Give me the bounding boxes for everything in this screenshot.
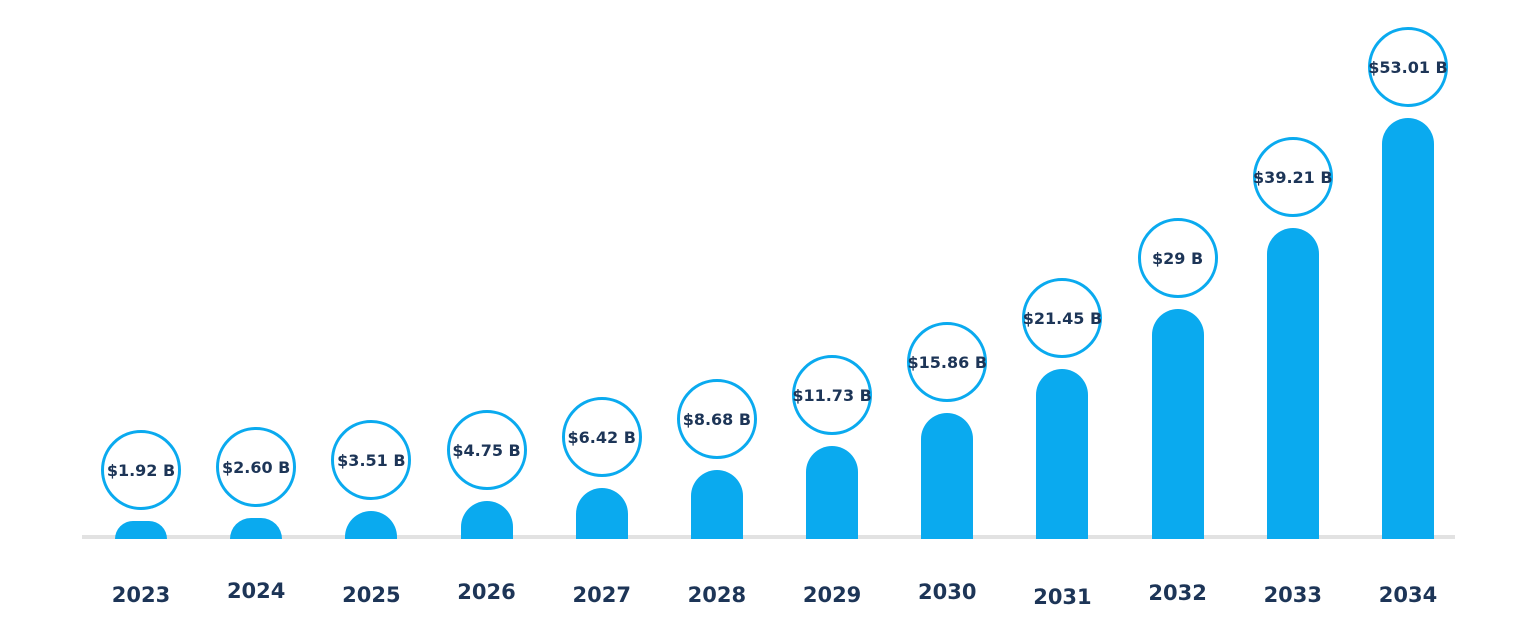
bar — [1036, 369, 1089, 539]
value-bubble: $4.75 B — [446, 410, 527, 490]
x-axis-year-label: 2033 — [1263, 583, 1323, 607]
value-label: $3.51 B — [337, 450, 406, 470]
x-axis-year-label: 2027 — [572, 583, 631, 607]
bar-column: $8.68 B 2028 — [659, 0, 775, 640]
bar — [806, 446, 859, 539]
value-bubble: $11.73 B — [792, 355, 873, 435]
bar — [230, 518, 283, 539]
bar — [1151, 309, 1204, 539]
value-bubble: $15.86 B — [907, 322, 988, 402]
bar — [115, 521, 167, 539]
value-bubble: $29 B — [1137, 218, 1218, 298]
x-axis-year-label: 2024 — [226, 579, 286, 603]
bar — [575, 488, 628, 539]
value-label: $15.86 B — [907, 352, 988, 372]
bar — [345, 511, 398, 539]
bar-column: $29 B 2032 — [1120, 0, 1236, 640]
bar-column: $39.21 B 2033 — [1235, 0, 1351, 640]
value-bubble: $3.51 B — [331, 420, 412, 500]
x-axis-year-label: 2034 — [1378, 583, 1438, 607]
x-axis-year-label: 2028 — [687, 583, 747, 607]
bar — [460, 501, 513, 539]
bar-column: $53.01 B 2034 — [1350, 0, 1466, 640]
value-label: $29 B — [1152, 248, 1204, 268]
bar-column: $2.60 B 2024 — [198, 0, 314, 640]
bar-column: $15.86 B 2030 — [889, 0, 1005, 640]
bar-column: $4.75 B 2026 — [429, 0, 545, 640]
bar-column: $1.92 B 2023 — [83, 0, 199, 640]
bar-column: $11.73 B 2029 — [774, 0, 890, 640]
value-label: $11.73 B — [792, 385, 872, 405]
x-axis-line — [82, 535, 1455, 539]
value-bubble: $6.42 B — [561, 397, 642, 477]
x-axis-year-label: 2030 — [918, 580, 977, 604]
bar-column: $21.45 B 2031 — [1004, 0, 1120, 640]
x-axis-year-label: 2031 — [1033, 585, 1092, 609]
value-label: $21.45 B — [1022, 308, 1103, 328]
value-label: $53.01 B — [1368, 57, 1448, 77]
value-label: $6.42 B — [567, 427, 636, 447]
value-label: $8.68 B — [682, 409, 752, 429]
value-label: $2.60 B — [221, 457, 291, 477]
bar — [921, 413, 974, 539]
bar-column: $6.42 B 2027 — [544, 0, 660, 640]
value-label: $1.92 B — [106, 460, 176, 480]
bar — [1266, 228, 1319, 539]
bar — [690, 470, 743, 539]
value-bubble: $21.45 B — [1022, 278, 1103, 358]
x-axis-year-label: 2029 — [802, 583, 862, 607]
bar-column: $3.51 B 2025 — [313, 0, 429, 640]
x-axis-year-label: 2032 — [1148, 581, 1207, 605]
bar — [1381, 118, 1434, 539]
value-bubble: $39.21 B — [1252, 137, 1333, 217]
value-bubble: $1.92 B — [101, 430, 181, 510]
x-axis-year-label: 2023 — [111, 583, 171, 607]
value-bubble: $2.60 B — [216, 427, 297, 507]
value-label: $4.75 B — [452, 440, 521, 460]
value-bubble: $8.68 B — [676, 379, 757, 459]
value-bubble: $53.01 B — [1367, 27, 1448, 107]
value-label: $39.21 B — [1253, 167, 1333, 187]
x-axis-year-label: 2026 — [457, 580, 516, 604]
x-axis-year-label: 2025 — [342, 583, 401, 607]
